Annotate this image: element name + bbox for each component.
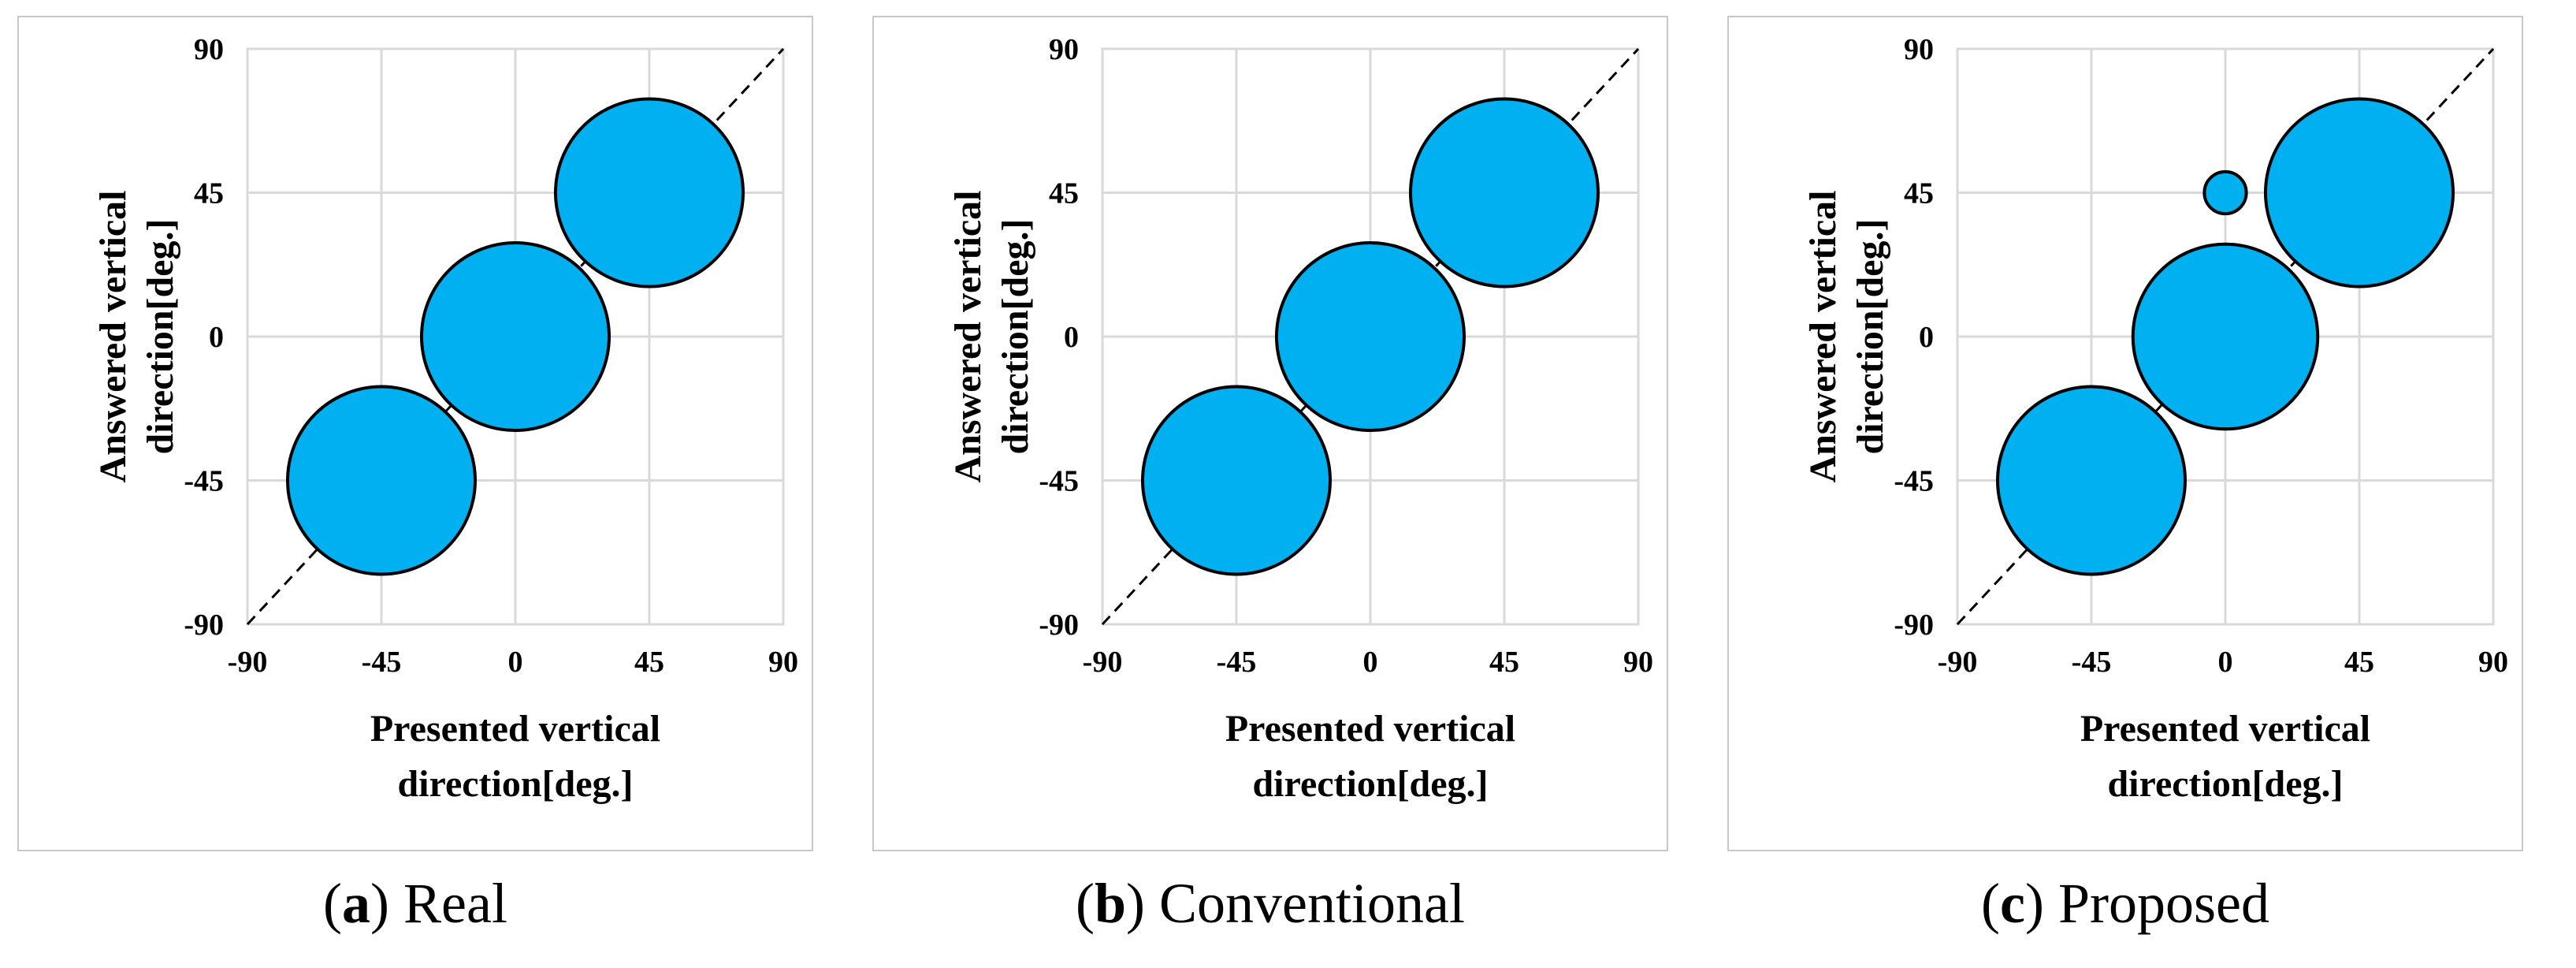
bubble-point <box>1409 97 1600 289</box>
y-tick-label: -90 <box>1039 609 1079 642</box>
chart-a: -90 -45 0 45 90 -90 -45 0 45 90 Presented vertical… <box>92 33 798 805</box>
y-tick-label: 45 <box>1904 177 1934 210</box>
x-tick-label: -90 <box>228 646 268 679</box>
y-tick-label: -45 <box>1039 465 1079 498</box>
y-axis-label-line-2: direction[deg.] <box>139 218 181 454</box>
chart-panel-b: -90 -45 0 45 90 -90 -45 0 45 90 Presented vertical… <box>872 16 1668 851</box>
caption-b: (b) Conventional <box>1076 872 1465 935</box>
bubble-point <box>2202 169 2248 216</box>
x-tick-label: -45 <box>362 646 402 679</box>
y-tick-label: 0 <box>1064 321 1079 354</box>
x-tick-label: 0 <box>508 646 523 679</box>
y-tick-label: 0 <box>209 321 224 354</box>
chart-panel-a: -90 -45 0 45 90 -90 -45 0 45 90 Presented vertical… <box>17 16 813 851</box>
x-tick-label: -90 <box>1938 646 1978 679</box>
y-tick-label: 45 <box>194 177 224 210</box>
plot-area-border <box>1956 47 2495 626</box>
x-axis-label-line-2: direction[deg.] <box>2107 763 2343 805</box>
y-tick-label: -90 <box>184 609 224 642</box>
bubble-point <box>286 385 477 576</box>
x-tick-label: 90 <box>2478 646 2508 679</box>
caption-a: (a) Real <box>323 872 507 935</box>
plot-area-border <box>1101 47 1640 626</box>
caption-letter: b <box>1095 872 1127 935</box>
x-axis-label-line-1: Presented vertical <box>2080 708 2370 750</box>
y-tick-label: -45 <box>184 465 224 498</box>
x-tick-label: 45 <box>634 646 664 679</box>
x-tick-label: -45 <box>2072 646 2112 679</box>
y-axis-label-line-1: Answered vertical <box>92 190 134 482</box>
y-axis-label-line-1: Answered vertical <box>1802 190 1844 482</box>
y-axis-label-line-1: Answered vertical <box>947 190 989 482</box>
x-tick-label: -45 <box>1217 646 1257 679</box>
x-axis-label-line-2: direction[deg.] <box>397 763 633 805</box>
y-tick-label: -90 <box>1894 609 1934 642</box>
y-tick-label: 90 <box>194 33 224 66</box>
y-tick-label: 0 <box>1919 321 1934 354</box>
bubble-point <box>420 241 611 432</box>
bubble-point <box>1275 241 1466 432</box>
x-tick-label: -90 <box>1083 646 1123 679</box>
caption-text: Real <box>403 872 507 935</box>
caption-c: (c) Proposed <box>1981 872 2269 935</box>
y-axis-label-line-2: direction[deg.] <box>1849 218 1891 454</box>
caption-text: Conventional <box>1159 872 1465 935</box>
chart-b: -90 -45 0 45 90 -90 -45 0 45 90 Presented vertical… <box>947 33 1653 805</box>
bubble-point <box>2264 97 2455 289</box>
y-tick-label: 90 <box>1049 33 1079 66</box>
x-axis-label-line-2: direction[deg.] <box>1252 763 1488 805</box>
y-axis-label-line-2: direction[deg.] <box>994 218 1036 454</box>
bubble-point <box>2131 242 2320 431</box>
x-axis-label-line-1: Presented vertical <box>370 708 660 750</box>
x-axis-label-line-1: Presented vertical <box>1225 708 1515 750</box>
caption-letter: a <box>342 872 371 935</box>
x-tick-label: 90 <box>1623 646 1653 679</box>
x-tick-label: 0 <box>2218 646 2233 679</box>
chart-c: -90 -45 0 45 90 -90 -45 0 45 90 Presented vertical… <box>1802 33 2508 805</box>
bubble-point <box>1996 385 2187 576</box>
caption-text: Proposed <box>2057 872 2269 935</box>
x-tick-label: 45 <box>1489 646 1519 679</box>
plot-area-border <box>246 47 785 626</box>
bubble-point <box>1141 385 1332 576</box>
caption-letter: c <box>2000 872 2025 935</box>
x-tick-label: 0 <box>1363 646 1378 679</box>
x-tick-label: 90 <box>768 646 798 679</box>
y-tick-label: 45 <box>1049 177 1079 210</box>
x-tick-label: 45 <box>2344 646 2374 679</box>
chart-panel-c: -90 -45 0 45 90 -90 -45 0 45 90 Presented vertical… <box>1727 16 2523 851</box>
y-tick-label: -45 <box>1894 465 1934 498</box>
y-tick-label: 90 <box>1904 33 1934 66</box>
bubble-point <box>554 97 745 289</box>
